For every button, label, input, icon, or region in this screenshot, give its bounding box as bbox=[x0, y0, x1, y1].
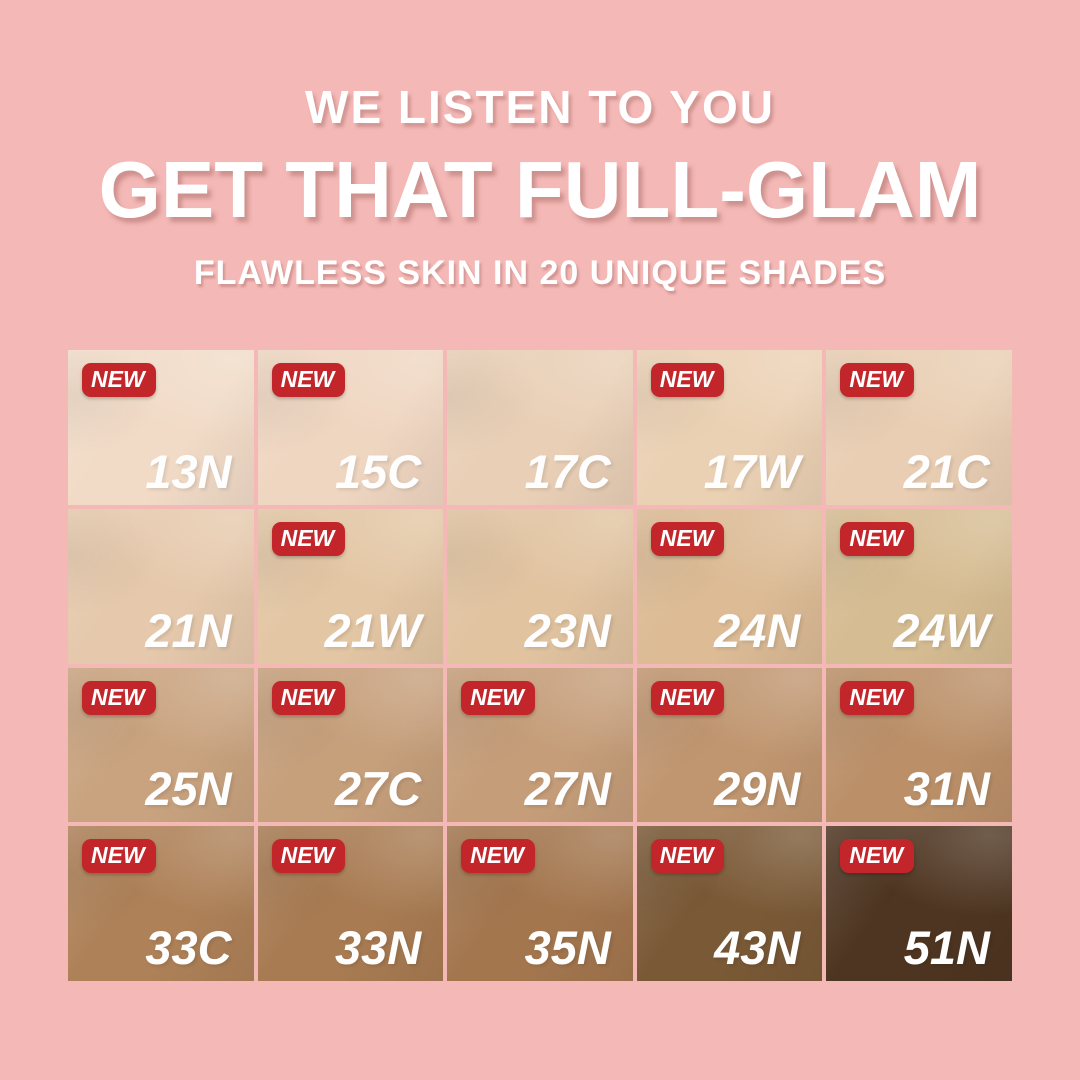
header-kicker: WE LISTEN TO YOU bbox=[305, 81, 775, 133]
shade-label: 33N bbox=[334, 921, 422, 974]
shade-swatch: NEW 43N bbox=[636, 826, 823, 981]
shade-swatch: NEW 27N bbox=[447, 667, 633, 823]
shade-swatch: NEW 13N bbox=[68, 350, 254, 505]
shade-label: 15C bbox=[334, 444, 422, 498]
shade-swatch: NEW 17W bbox=[636, 350, 823, 505]
header-subtitle: FLAWLESS SKIN IN 20 UNIQUE SHADES bbox=[193, 254, 887, 292]
new-badge: NEW bbox=[650, 839, 725, 874]
shade-swatch: NEW 33N bbox=[257, 826, 444, 981]
shade-label: 23N bbox=[524, 603, 611, 657]
shade-label: 17W bbox=[703, 444, 801, 498]
new-badge: NEW bbox=[840, 680, 915, 715]
new-badge: NEW bbox=[82, 363, 156, 397]
shade-label: 21W bbox=[324, 603, 422, 657]
shade-swatch: NEW 15C bbox=[257, 350, 444, 505]
shade-swatch: NEW 21C bbox=[826, 350, 1012, 505]
shade-swatch: NEW 25N bbox=[68, 667, 254, 823]
header: WE LISTEN TO YOU GET THAT FULL-GLAM FLAW… bbox=[0, 84, 1080, 290]
shade-label: 25N bbox=[145, 762, 232, 816]
new-badge: NEW bbox=[271, 521, 346, 556]
shade-swatch: NEW 51N bbox=[826, 826, 1012, 981]
shade-label: 21C bbox=[903, 444, 990, 498]
shade-label: 24W bbox=[893, 603, 990, 657]
shade-swatch: NEW 21W bbox=[257, 508, 444, 664]
shade-label: 27N bbox=[524, 762, 611, 816]
shade-label: 21N bbox=[145, 603, 232, 657]
shade-swatch: 17C bbox=[447, 350, 633, 505]
new-badge: NEW bbox=[461, 839, 535, 874]
shade-swatch: NEW 24N bbox=[636, 508, 823, 664]
new-badge: NEW bbox=[840, 363, 915, 397]
new-badge: NEW bbox=[271, 680, 346, 715]
new-badge: NEW bbox=[82, 680, 156, 715]
new-badge: NEW bbox=[82, 839, 156, 874]
shade-label: 35N bbox=[524, 921, 611, 974]
shade-swatch: NEW 24W bbox=[826, 508, 1012, 664]
shade-swatch: NEW 29N bbox=[636, 667, 823, 823]
shade-swatch: NEW 27C bbox=[257, 667, 444, 823]
shade-label: 33C bbox=[145, 921, 232, 974]
new-badge: NEW bbox=[650, 521, 725, 556]
shade-label: 51N bbox=[903, 921, 990, 974]
shade-swatch: NEW 35N bbox=[447, 826, 633, 981]
shade-swatch: NEW 33C bbox=[68, 826, 254, 981]
shade-swatch: 23N bbox=[447, 508, 633, 664]
shade-label: 43N bbox=[714, 921, 801, 974]
shade-label: 31N bbox=[903, 762, 990, 816]
shade-label: 29N bbox=[714, 762, 801, 816]
shade-label: 17C bbox=[524, 444, 611, 498]
new-badge: NEW bbox=[271, 363, 346, 397]
new-badge: NEW bbox=[271, 839, 346, 874]
shade-label: 24N bbox=[714, 603, 801, 657]
shade-swatch: NEW 31N bbox=[826, 667, 1012, 823]
new-badge: NEW bbox=[650, 363, 725, 397]
new-badge: NEW bbox=[840, 839, 915, 874]
shade-label: 27C bbox=[334, 762, 422, 816]
shade-swatch: 21N bbox=[68, 508, 254, 664]
page-title: GET THAT FULL-GLAM bbox=[98, 145, 982, 234]
shade-grid: NEW 13N NEW 15C 17C NEW 17W NEW 21C 21N … bbox=[68, 350, 1012, 981]
shade-label: 13N bbox=[145, 444, 232, 498]
new-badge: NEW bbox=[840, 521, 915, 556]
new-badge: NEW bbox=[650, 680, 725, 715]
new-badge: NEW bbox=[461, 680, 535, 715]
